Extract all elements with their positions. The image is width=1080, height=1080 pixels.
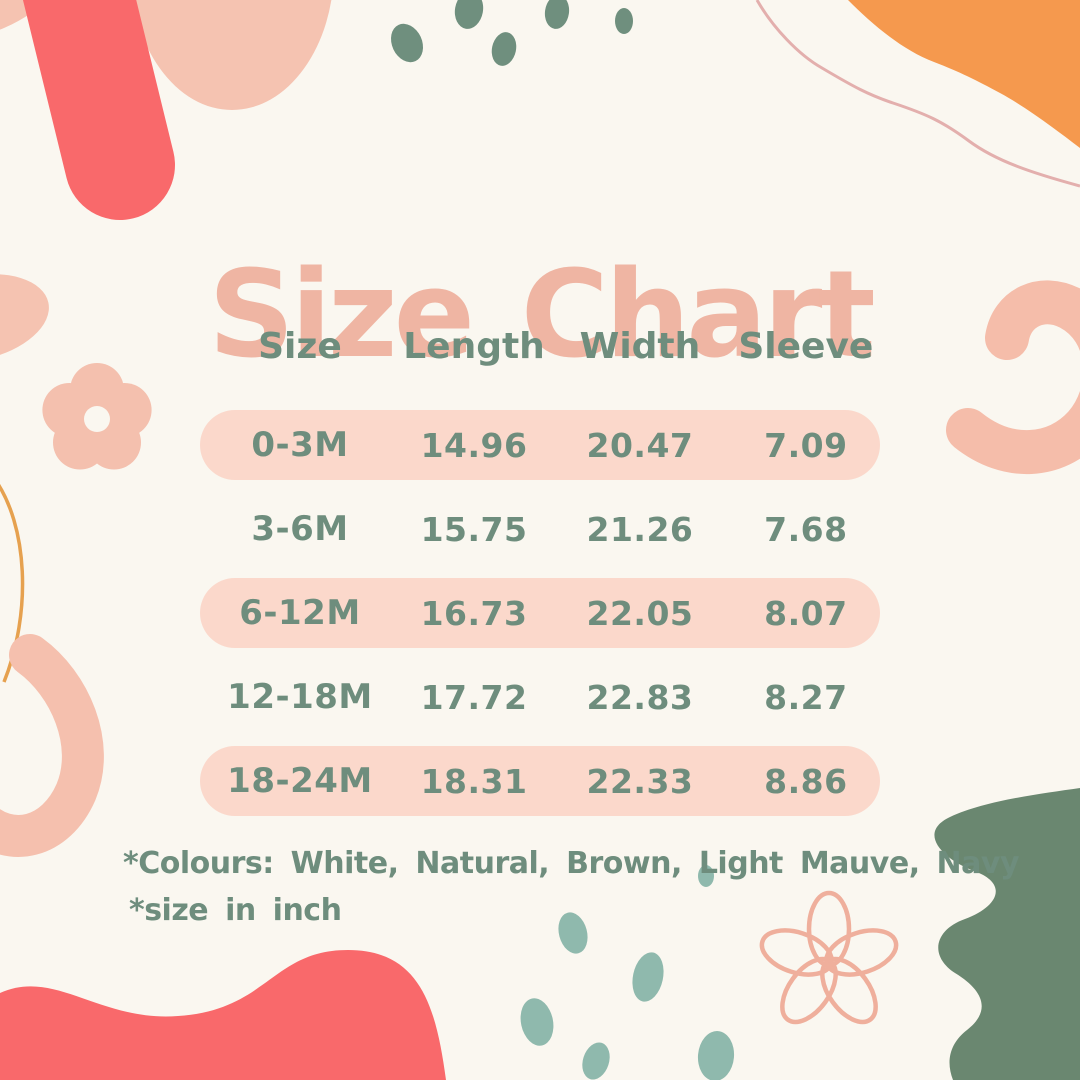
decor-ribbon-pink-bottom-left <box>0 634 104 857</box>
sleeve-value: 7.09 <box>764 425 848 465</box>
width-value: 22.33 <box>586 761 694 801</box>
width-value: 21.26 <box>586 509 694 549</box>
size-label: 12-18M <box>227 677 373 717</box>
size-label: 18-24M <box>227 761 373 801</box>
sleeve-value: 8.86 <box>764 761 848 801</box>
length-value: 14.96 <box>420 425 528 465</box>
decor-blob-pink-top <box>132 0 332 110</box>
column-header-sleeve: Sleeve <box>738 325 874 367</box>
decor-bar-coral-top-left <box>22 0 175 220</box>
table-body: 0-3M 14.96 20.47 7.09 3-6M 15.75 21.26 7… <box>200 403 880 823</box>
decor-wave-coral-bottom-left <box>0 950 446 1080</box>
length-value: 17.72 <box>420 677 528 717</box>
sleeve-value: 7.68 <box>764 509 848 549</box>
size-label: 3-6M <box>251 509 349 549</box>
units-note: *size in inch <box>129 893 342 928</box>
decor-line-pink-top-right <box>755 0 1080 188</box>
column-header-width: Width <box>579 325 701 367</box>
width-value: 20.47 <box>586 425 694 465</box>
width-value: 22.83 <box>586 677 694 717</box>
table-row: 12-18M 17.72 22.83 8.27 <box>200 655 880 739</box>
column-header-size: Size <box>258 325 342 367</box>
page-title: Size Chart <box>208 246 876 386</box>
decor-line-orange-left <box>0 484 25 683</box>
size-label: 6-12M <box>239 593 361 633</box>
column-header-length: Length <box>403 325 545 367</box>
footnotes: *Colours: White, Natural, Brown, Light M… <box>123 846 1020 928</box>
decor-dots-sage-top <box>390 0 633 66</box>
table-row: 0-3M 14.96 20.47 7.09 <box>200 403 880 487</box>
table-row: 6-12M 16.73 22.05 8.07 <box>200 571 880 655</box>
table-header-row: Size Length Width Sleeve <box>200 313 880 379</box>
sleeve-value: 8.07 <box>764 593 848 633</box>
sleeve-value: 8.27 <box>764 677 848 717</box>
colours-note: *Colours: White, Natural, Brown, Light M… <box>123 846 1020 881</box>
table-row: 18-24M 18.31 22.33 8.86 <box>200 739 880 823</box>
width-value: 22.05 <box>586 593 694 633</box>
decor-blob-green-bottom-right <box>934 788 1080 1080</box>
size-table: Size Length Width Sleeve 0-3M 14.96 20.4… <box>200 313 880 823</box>
decor-flower-pink-left <box>42 363 152 470</box>
decor-blob-orange-top-right <box>848 0 1080 148</box>
size-label: 0-3M <box>251 425 349 465</box>
length-value: 15.75 <box>420 509 528 549</box>
length-value: 16.73 <box>420 593 528 633</box>
table-row: 3-6M 15.75 21.26 7.68 <box>200 487 880 571</box>
decor-blob-pink-corner <box>0 0 80 37</box>
length-value: 18.31 <box>420 761 528 801</box>
